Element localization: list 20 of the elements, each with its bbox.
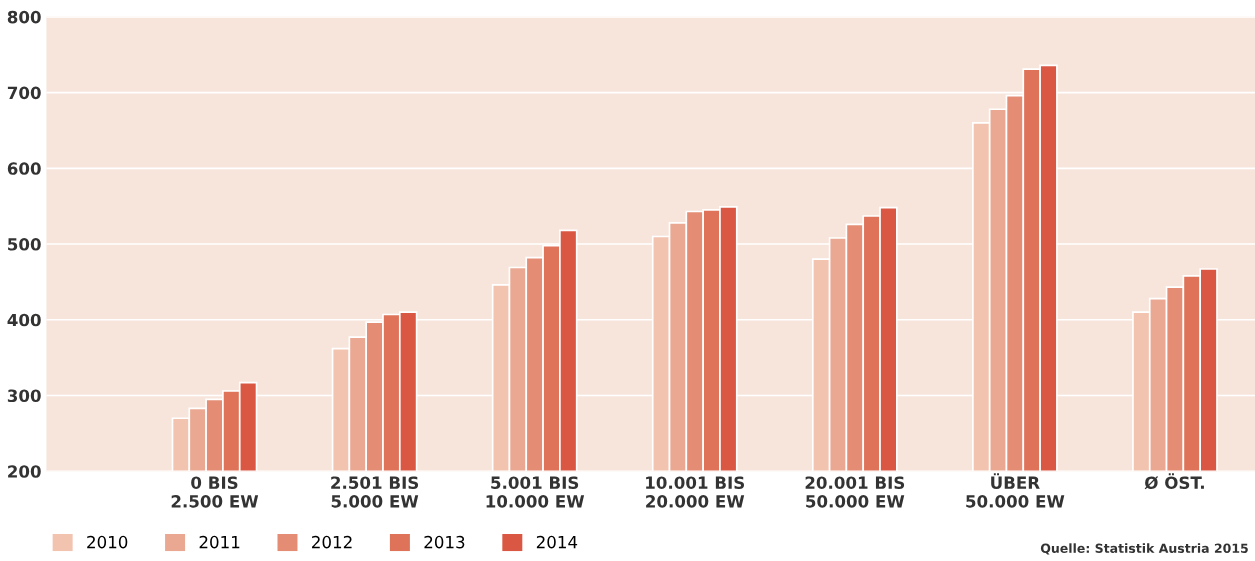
x-tick-label: Ø ÖST. [1144, 473, 1204, 490]
y-tick-label: 500 [8, 238, 41, 251]
legend-label: 2013 [424, 535, 465, 549]
legend-label: 2014 [536, 535, 578, 549]
legend-label: 2012 [312, 535, 352, 549]
y-tick-label: 300 [7, 389, 41, 403]
x-tick-label: 5.001 BIS 10.000 EW [486, 476, 585, 508]
y-tick-label: 400 [7, 313, 41, 327]
x-tick-label: 2.501 BIS 5.000 EW [331, 476, 419, 508]
y-tick-label: 700 [7, 86, 41, 100]
y-tick-label: 200 [8, 465, 41, 478]
x-tick-label: ÜBER 50.000 EW [966, 473, 1065, 508]
y-tick-label: 800 [7, 10, 41, 24]
x-tick-label: 10.001 BIS 20.000 EW [646, 476, 745, 508]
x-tick-label: 20.001 BIS 50.000 EW [805, 476, 905, 508]
y-tick-label: 600 [7, 162, 41, 175]
source-note: Quelle: Statistik Austria 2015 [1040, 543, 1248, 555]
legend-label: 2010 [87, 535, 128, 549]
legend-label: 2011 [199, 535, 240, 549]
x-tick-label: 0 BIS 2.500 EW [171, 476, 259, 508]
